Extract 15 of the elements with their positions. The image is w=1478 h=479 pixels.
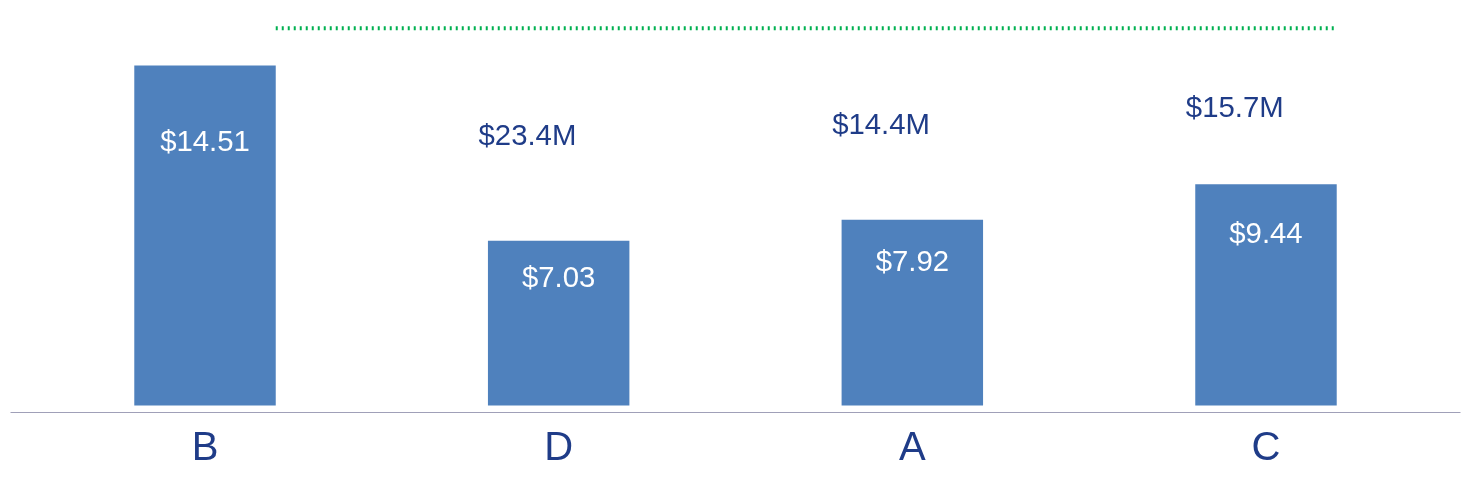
data-label: $7.03 (521, 260, 596, 294)
data-label: $7.92 (875, 244, 950, 278)
bar (487, 240, 630, 406)
x-tick-label: C (1251, 423, 1281, 468)
annotation: $15.7M (1185, 89, 1284, 123)
bar (134, 65, 276, 406)
data-label: $14.51 (160, 123, 250, 157)
data-label: $9.44 (1229, 216, 1303, 250)
x-tick-label: A (898, 423, 926, 468)
x-tick-label: B (191, 423, 219, 468)
annotation: $14.4M (832, 107, 931, 141)
bar (1195, 184, 1337, 406)
x-tick-label: D (544, 423, 574, 468)
annotation: $23.4M (478, 117, 577, 151)
bar (841, 219, 984, 406)
